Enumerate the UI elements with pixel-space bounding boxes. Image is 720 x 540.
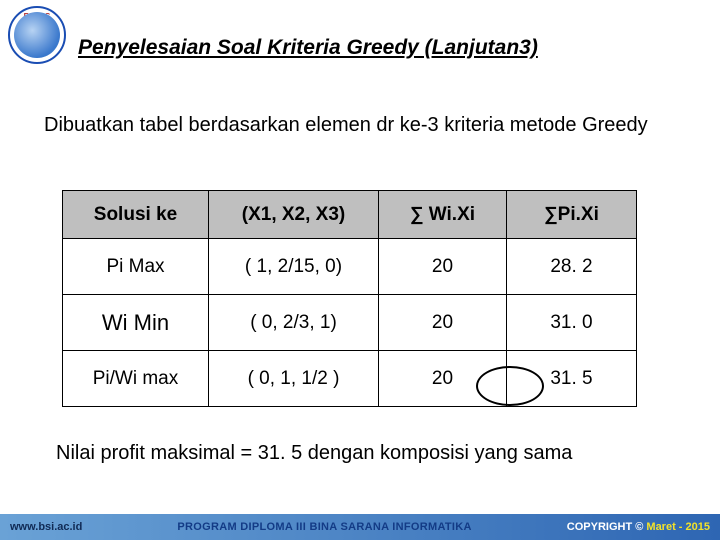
copyright-date: Maret - 2015 [646,521,710,533]
col-header: ∑ Wi.Xi [379,191,507,239]
cell: Pi/Wi max [63,351,209,407]
col-header: (X1, X2, X3) [209,191,379,239]
slide-subtitle: Dibuatkan tabel berdasarkan elemen dr ke… [44,112,680,139]
highlight-ellipse [476,366,544,406]
cell: Wi Min [63,295,209,351]
footer-program: PROGRAM DIPLOMA III BINA SARANA INFORMAT… [177,521,471,533]
cell: Pi Max [63,239,209,295]
table-row: Wi Min ( 0, 2/3, 1) 20 31. 0 [63,295,637,351]
logo-sphere [14,12,60,58]
cell: 31. 0 [507,295,637,351]
cell: ( 0, 1, 1/2 ) [209,351,379,407]
copyright-label: COPYRIGHT © [567,521,647,533]
table-row: Pi Max ( 1, 2/15, 0) 20 28. 2 [63,239,637,295]
cell: ( 1, 2/15, 0) [209,239,379,295]
footer-bar: www.bsi.ac.id PROGRAM DIPLOMA III BINA S… [0,514,720,540]
cell: 20 [379,295,507,351]
slide-title: Penyelesaian Soal Kriteria Greedy (Lanju… [78,36,538,60]
greedy-table: Solusi ke (X1, X2, X3) ∑ Wi.Xi ∑Pi.Xi Pi… [62,190,637,407]
table-header-row: Solusi ke (X1, X2, X3) ∑ Wi.Xi ∑Pi.Xi [63,191,637,239]
footer-url: www.bsi.ac.id [10,521,82,533]
conclusion-text: Nilai profit maksimal = 31. 5 dengan kom… [56,442,680,465]
footer-copyright: COPYRIGHT © Maret - 2015 [567,521,710,533]
cell: ( 0, 2/3, 1) [209,295,379,351]
cell: 28. 2 [507,239,637,295]
org-logo: BINA S [8,6,66,64]
col-header: ∑Pi.Xi [507,191,637,239]
cell: 20 [379,239,507,295]
table-row: Pi/Wi max ( 0, 1, 1/2 ) 20 31. 5 [63,351,637,407]
col-header: Solusi ke [63,191,209,239]
